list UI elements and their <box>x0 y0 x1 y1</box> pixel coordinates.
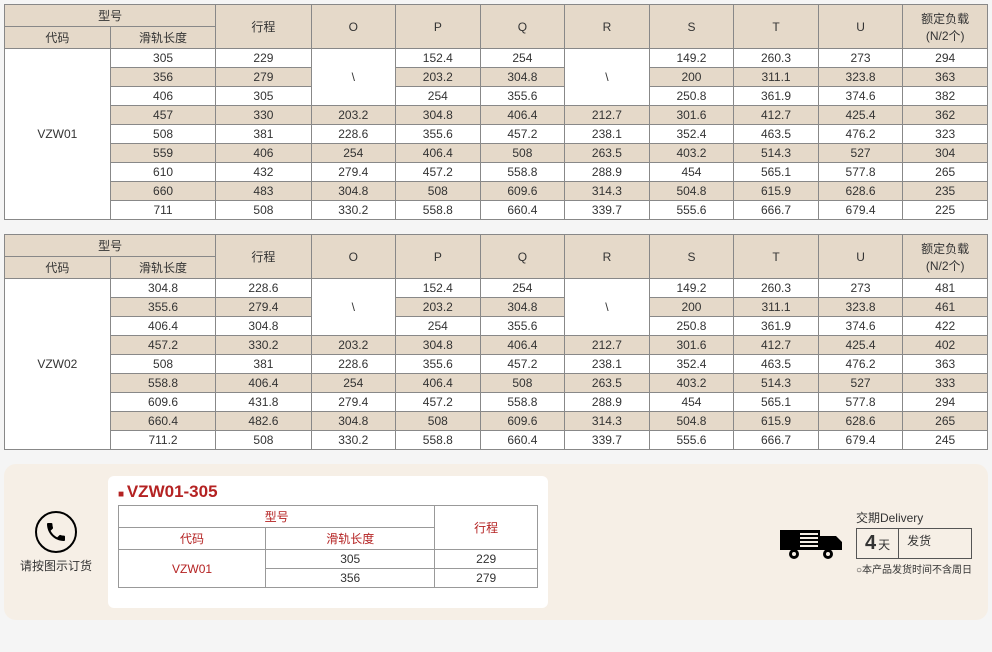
phone-label: 请按图示订货 <box>20 557 92 574</box>
days-unit: 天 <box>878 536 890 553</box>
ship: 发货 <box>899 529 939 558</box>
h-rail: 滑轨长度 <box>266 528 435 550</box>
rail-356: 356 <box>266 569 435 588</box>
spec-table-2: 型号行程OPQRSTU额定负载 (N/2个)代码滑轨长度VZW02304.822… <box>4 234 988 450</box>
truck-icon <box>780 522 844 562</box>
order-panel: 请按图示订货 VZW01-305 型号 行程 代码 滑轨长度 VZW01 305… <box>4 464 988 620</box>
h-code: 代码 <box>119 528 266 550</box>
delivery-note: ○本产品发货时间不含周日 <box>856 561 972 576</box>
stroke-229: 229 <box>435 550 538 569</box>
phone-icon <box>35 511 77 553</box>
spec-table-1: 型号行程OPQRSTU额定负载 (N/2个)代码滑轨长度VZW01305229\… <box>4 4 988 220</box>
h-model: 型号 <box>119 506 435 528</box>
h-stroke: 行程 <box>435 506 538 550</box>
order-code-box: VZW01-305 型号 行程 代码 滑轨长度 VZW01 305 229 35… <box>108 476 548 608</box>
code-val: VZW01 <box>119 550 266 588</box>
stroke-279: 279 <box>435 569 538 588</box>
rail-305: 305 <box>266 550 435 569</box>
part-number: VZW01-305 <box>118 482 538 502</box>
delivery-label: 交期Delivery <box>856 509 972 526</box>
delivery-days: 4 <box>865 532 876 555</box>
